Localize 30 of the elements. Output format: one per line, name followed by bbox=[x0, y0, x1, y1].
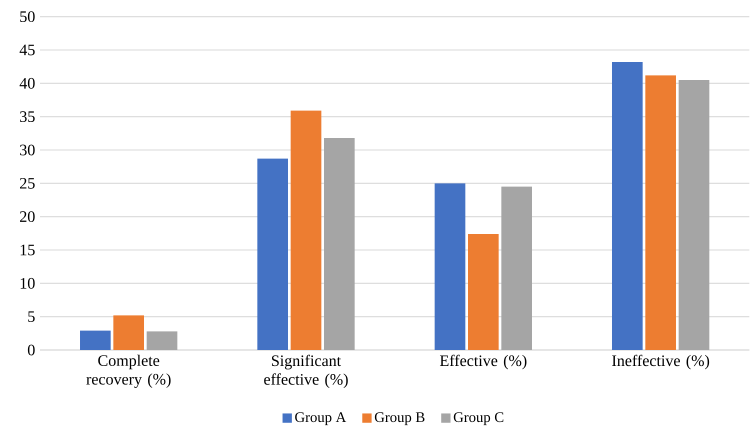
y-tick-label: 30 bbox=[20, 144, 35, 156]
legend-label: Group A bbox=[295, 412, 346, 426]
y-tick-label: 45 bbox=[20, 44, 35, 56]
bar bbox=[645, 75, 676, 350]
x-tick-label: Effective (%) bbox=[440, 354, 526, 370]
bar bbox=[468, 234, 499, 350]
y-tick-label: 0 bbox=[28, 344, 35, 356]
bar bbox=[324, 138, 355, 350]
bar bbox=[113, 315, 144, 350]
y-tick-label: 35 bbox=[20, 111, 35, 122]
bar bbox=[290, 110, 322, 350]
x-tick-label: Significant effective (%) bbox=[264, 354, 348, 388]
legend-label: Group C bbox=[454, 412, 504, 426]
y-tick-label: 25 bbox=[20, 178, 35, 189]
bar bbox=[434, 183, 466, 350]
y-tick-label: 5 bbox=[28, 311, 35, 322]
bar bbox=[80, 330, 111, 350]
bar bbox=[501, 186, 532, 350]
bar bbox=[612, 62, 643, 350]
y-tick-label: 20 bbox=[20, 211, 35, 222]
y-tick-label: 40 bbox=[20, 78, 35, 89]
y-tick-label: 15 bbox=[20, 244, 35, 256]
x-tick-label: Ineffective (%) bbox=[612, 354, 710, 370]
bar bbox=[257, 158, 288, 350]
bar bbox=[146, 331, 178, 350]
y-tick-label: 50 bbox=[20, 11, 35, 22]
bar bbox=[678, 80, 710, 350]
x-tick-label: Complete recovery (%) bbox=[86, 354, 171, 388]
legend-label: Group B bbox=[374, 412, 424, 426]
y-tick-label: 10 bbox=[20, 278, 35, 289]
